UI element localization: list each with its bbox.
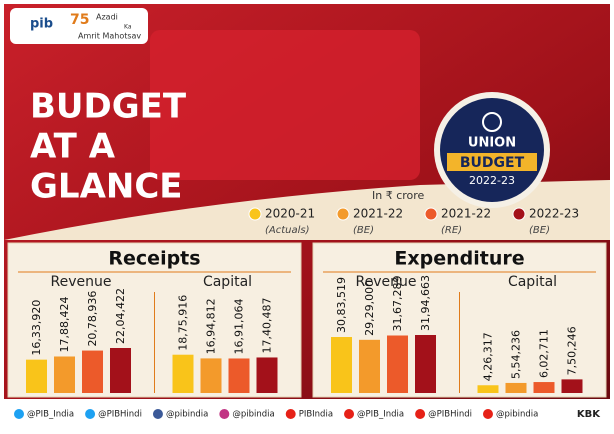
value-label: 6,02,711 [538,329,551,378]
title-line: BUDGET [30,87,187,127]
legend-label: 2022-23 [529,207,579,221]
campaign: Amrit Mahotsav [78,32,141,41]
panel-title: Receipts [108,248,200,270]
badge [440,98,544,202]
legend-swatch [336,207,350,221]
footer: @PIB_India @PIBHindi @pibindia @pibindia PIB… [14,409,601,420]
value-label: 5,54,236 [510,330,523,379]
bar [228,358,250,393]
group-label: Capital [203,274,252,290]
logo: pib [30,17,53,32]
rupee-icon [482,112,502,132]
social-icon [344,409,355,419]
legend-swatch [424,207,438,221]
bar [26,359,47,393]
social-handle: @PIB_India [27,410,74,420]
social-handle: @PIBHindi [98,410,142,420]
legend-note: (Actuals) [265,225,310,236]
badge-text: BUDGET [460,155,525,171]
box-photo [150,30,420,180]
bar [533,382,555,393]
social-handle: @PIBHindi [428,410,472,420]
bar [200,358,222,393]
group-label: Revenue [356,274,417,290]
group-label: Capital [508,274,557,290]
value-label: 31,67,289 [391,276,404,332]
social-handle: PIBIndia [299,410,333,420]
value-label: 18,75,916 [177,295,190,351]
campaign: Ka [124,24,132,31]
group-label: Revenue [51,274,112,290]
value-label: 16,91,064 [233,298,246,354]
value-label: 22,04,422 [114,288,127,344]
social-handle: @pibindia [496,410,538,420]
badge-text: UNION [468,136,516,151]
legend-swatch [248,207,262,221]
title: BUDGET AT A GLANCE [30,87,187,207]
social-icon [415,409,426,419]
unit: In ₹ crore [372,189,425,202]
badge-text: 2022-23 [469,174,515,187]
social-icon [152,409,163,419]
legend-label: 2021-22 [353,207,403,221]
credit: KBK [577,409,601,420]
social-handle: @PIB_India [357,410,404,420]
value-label: 31,94,663 [419,275,432,331]
bar [331,337,352,393]
bar [172,354,194,393]
bar [82,350,103,393]
value-label: 20,78,936 [86,291,99,347]
value-label: 16,94,812 [205,298,218,354]
legend-swatch [512,207,526,221]
campaign: Azadi [96,13,118,22]
value-label: 17,40,487 [261,297,274,353]
bar [477,385,499,393]
bar [110,348,131,393]
bar [256,357,278,393]
social-icon [219,409,230,419]
legend-label: 2020-21 [265,207,315,221]
social-icon [285,409,296,419]
title-line: AT A [30,127,116,167]
legend-note: (BE) [529,225,550,236]
bar [54,356,75,393]
social-icon [85,409,96,419]
title-line: GLANCE [30,167,183,207]
legend-label: 2021-22 [441,207,491,221]
value-label: 30,83,519 [335,277,348,333]
legend: 2020-21 (Actuals) 2021-22 (BE) 2021-22 (RE) 20… [248,207,579,236]
bar [505,382,527,393]
bar [387,335,408,393]
value-label: 7,50,246 [566,326,579,375]
bar [561,379,583,393]
social-handle: @pibindia [166,410,208,420]
bar [415,335,436,393]
logo-box [10,8,148,44]
anniversary: 75 [70,12,89,28]
social-icon [482,409,493,419]
panels: Receipts Revenue 16,33,920 17,88,424 20,78,9… [7,242,607,398]
value-label: 4,26,317 [482,332,495,381]
value-label: 17,88,424 [58,297,71,353]
badge-band [447,153,537,171]
social-icon [14,409,24,419]
social-handle: @pibindia [232,410,274,420]
legend-note: (BE) [353,225,374,236]
legend-note: (RE) [441,225,462,236]
value-label: 16,33,920 [30,300,43,356]
panel-title: Expenditure [394,248,524,270]
value-label: 29,29,000 [363,280,376,336]
bar [359,339,380,393]
